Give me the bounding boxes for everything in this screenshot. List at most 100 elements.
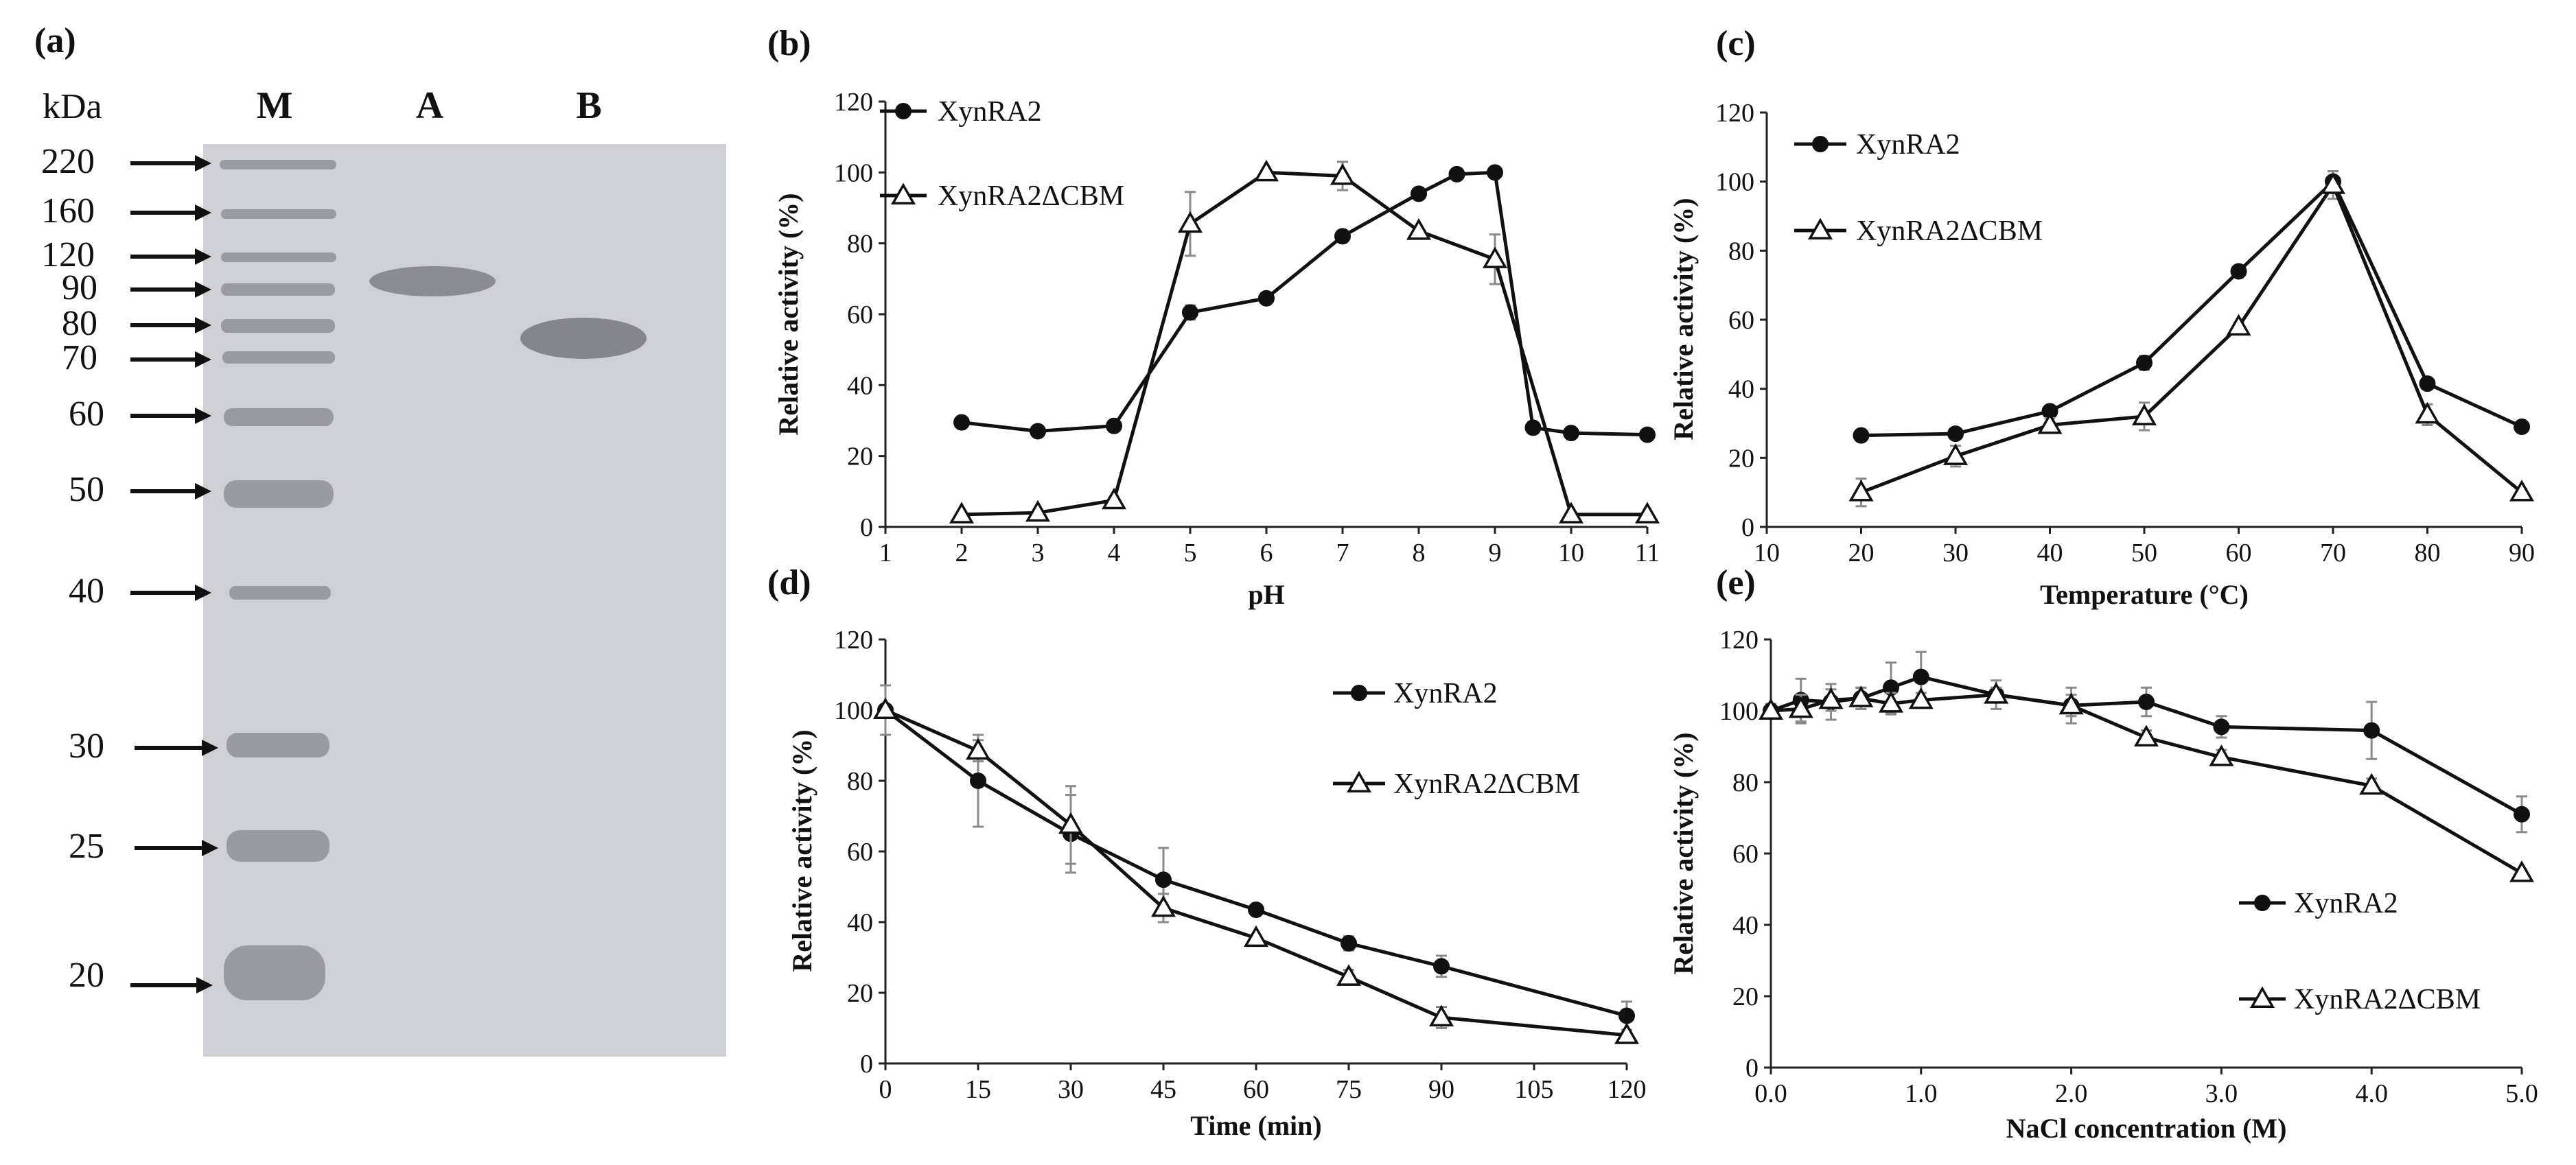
data-point [1912,668,1929,685]
legend-label: XynRA2ΔCBM [1393,768,1580,800]
ladder-band [224,480,334,508]
ladder-band [227,733,329,757]
lane-a-band [369,266,496,296]
y-tick-label: 120 [1719,626,1759,655]
mw-marker: 120 [41,235,211,274]
mw-marker: 70 [62,338,211,377]
y-tick-label: 60 [847,838,873,867]
y-axis-title: Relative activity (%) [1668,732,1699,974]
y-tick-label: 120 [834,88,873,117]
x-tick-label: 4.0 [2355,1079,2388,1108]
series-line [1861,178,2523,438]
data-point [2133,725,2159,746]
x-tick-label: 0.0 [1754,1079,1787,1108]
mw-marker: 30 [69,727,218,766]
data-point [1411,185,1427,202]
legend-marker-icon [1807,217,1833,239]
arrow-head-icon [195,317,211,333]
y-tick-label: 40 [847,371,873,400]
legend-label: XynRA2ΔCBM [2294,984,2481,1015]
y-tick-label: 0 [860,513,873,542]
x-tick-label: 7 [1336,539,1349,567]
data-point [1253,159,1279,182]
y-tick-label: 60 [1728,306,1754,335]
legend-item: XynRA2 [880,96,1042,128]
ladder-band [229,586,331,600]
data-point [1106,417,1122,434]
mw-marker: 40 [69,572,211,611]
data-point [970,773,986,789]
y-tick-label: 0 [1741,513,1754,542]
legend-marker-icon [1812,136,1829,152]
y-tick-label: 40 [847,908,873,937]
data-point [1448,165,1465,183]
x-axis-title: Time (min) [1190,1110,1321,1141]
mw-marker-label: 50 [69,470,104,509]
x-tick-label: 4 [1108,539,1121,567]
mw-marker-label: 60 [69,395,104,434]
ladder-band [224,408,334,426]
mw-marker-label: 80 [62,304,97,343]
mw-marker: 160 [41,191,211,231]
chart-panel-ph: (b) 0 20 40 60 80 100 120 1 2 3 4 5 6 7 8 9 10 11 pH Relativ… [767,24,1660,610]
gel-panel-label: (a) [34,21,76,60]
data-point [1341,934,1357,952]
legend-label: XynRA2 [2294,888,2398,919]
x-tick-label: 70 [2320,539,2346,567]
data-point [1243,925,1269,948]
x-tick-label: 45 [1150,1075,1176,1104]
data-point [1428,1004,1454,1027]
data-point [2514,419,2530,436]
data-point [1177,211,1203,233]
data-point [1101,487,1127,510]
mw-marker-list: 220 160 120 90 80 [41,142,218,995]
x-tick-label: 2.0 [2055,1079,2088,1108]
ladder-band [227,830,329,862]
x-tick-label: 50 [2131,539,2157,567]
data-point [1853,427,1870,444]
series-line [961,170,1647,517]
data-point [2320,172,2346,194]
y-tick-label: 0 [860,1050,873,1079]
arrow-head-icon [202,740,218,756]
data-point [2415,401,2440,424]
legend-marker-icon [2254,895,2271,911]
kda-unit-label: kDa [43,87,102,126]
lane-label-m: M [257,84,293,127]
series-xynra2 [1853,170,2530,444]
ladder-band [224,945,325,1000]
panel-label: (c) [1716,24,1756,63]
series-xynra2 [953,164,1656,443]
data-point [1330,163,1356,185]
data-point [2058,692,2084,715]
data-point [1984,682,2009,704]
y-tick-label: 100 [1719,697,1759,726]
legend: XynRA2 XynRA2ΔCBM [880,96,1124,212]
panel-label: (b) [767,24,811,63]
y-tick-label: 60 [847,301,873,329]
data-point [2131,403,2157,425]
x-tick-label: 40 [2037,539,2063,567]
data-point [1558,502,1584,523]
arrow-head-icon [195,585,211,601]
data-point [1788,696,1813,718]
legend-label: XynRA2ΔCBM [938,180,1124,212]
x-tick-label: 10 [1558,539,1584,567]
gel-image [203,144,726,1057]
arrow-head-icon [195,408,211,424]
mw-marker: 220 [41,142,211,181]
mw-marker: 60 [69,395,211,434]
mw-marker-label: 220 [41,142,95,181]
legend-label: XynRA2 [1856,129,1960,161]
legend-marker-icon [1351,685,1367,701]
series-xynra2-dcbm [949,159,1660,523]
data-point [949,502,975,523]
x-tick-label: 8 [1413,539,1426,567]
legend: XynRA2 XynRA2ΔCBM [2239,888,2481,1015]
y-tick-label: 40 [1728,375,1754,404]
panel-label: (d) [767,563,811,602]
x-tick-label: 20 [1848,539,1875,567]
x-tick-label: 3.0 [2205,1079,2238,1108]
data-point [2138,694,2155,710]
x-tick-label: 75 [1336,1075,1362,1104]
